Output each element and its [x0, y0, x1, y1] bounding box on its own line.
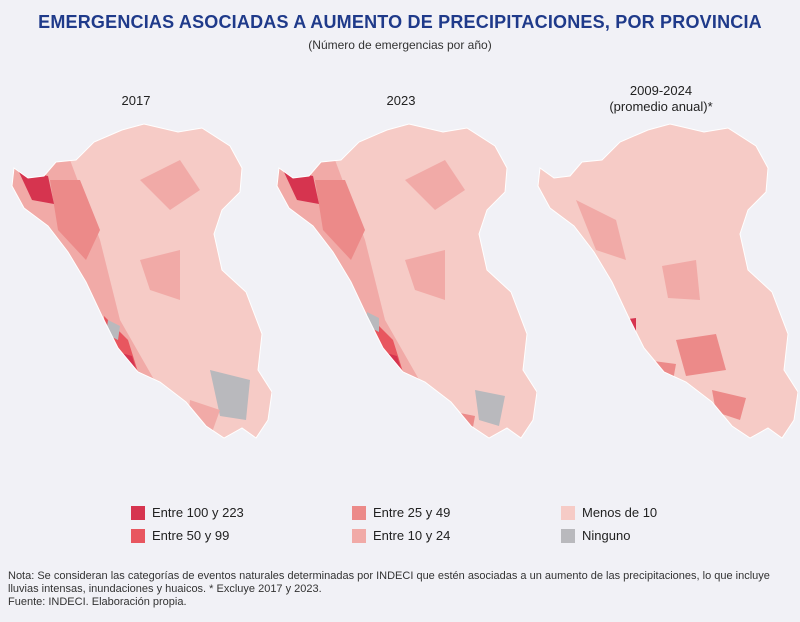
legend-swatch-100-223 — [131, 505, 145, 520]
legend-item-50-99: Entre 50 y 99 — [131, 528, 229, 543]
map-2017-title: 2017 — [121, 93, 151, 108]
source-line: Fuente: INDECI. Elaboración propia. — [8, 596, 187, 608]
region-loreto — [140, 160, 200, 210]
region-puno-none — [475, 390, 505, 426]
region-apurimac — [646, 360, 676, 386]
legend-label-less-10: Menos de 10 — [582, 505, 658, 520]
legend-item-25-49: Entre 25 y 49 — [352, 505, 450, 520]
region-ucayali — [405, 250, 445, 300]
map-average — [537, 123, 798, 439]
region-puno-none — [210, 370, 250, 420]
region-high-center — [620, 318, 636, 334]
legend-item-none: Ninguno — [561, 528, 630, 543]
note-line-1: Nota: Se consideran las categorías de ev… — [8, 570, 770, 582]
region-ucayali — [140, 250, 180, 300]
chart-title: EMERGENCIAS ASOCIADAS A AUMENTO DE PRECI… — [38, 12, 762, 32]
legend-label-none: Ninguno — [582, 528, 631, 543]
region-north-coast — [50, 180, 100, 260]
legend-swatch-none — [561, 528, 575, 543]
legend-item-10-24: Entre 10 y 24 — [352, 528, 450, 543]
legend-item-100-223: Entre 100 y 223 — [131, 505, 244, 520]
note-line-2: lluvias intensas, inundaciones y huaicos… — [8, 583, 322, 595]
legend-item-less-10: Menos de 10 — [561, 505, 657, 520]
footnotes: Nota: Se consideran las categorías de ev… — [8, 570, 793, 609]
map-average-title: 2009-2024 — [629, 83, 693, 98]
region-north-highlands — [576, 200, 626, 260]
map-label-2017: 2017 — [36, 93, 236, 109]
region-loreto — [405, 160, 465, 210]
legend-swatch-less-10 — [561, 505, 575, 520]
legend-label-100-223: Entre 100 y 223 — [152, 505, 244, 520]
region-north-coast — [315, 180, 365, 260]
map-average-subtitle: (promedio anual)* — [609, 99, 713, 114]
map-label-average: 2009-2024 (promedio anual)* — [561, 83, 761, 115]
legend-swatch-10-24 — [352, 528, 366, 543]
map-2023 — [276, 123, 537, 439]
legend-swatch-25-49 — [352, 505, 366, 520]
chart-subtitle: (Número de emergencias por año) — [308, 38, 492, 52]
legend-label-10-24: Entre 10 y 24 — [373, 528, 451, 543]
map-2023-title: 2023 — [386, 93, 416, 108]
region-cusco — [676, 334, 726, 376]
legend-label-50-99: Entre 50 y 99 — [152, 528, 230, 543]
region-ucayali — [662, 260, 700, 300]
region-piura — [283, 170, 319, 204]
map-2017 — [11, 123, 272, 439]
map-label-2023: 2023 — [301, 93, 501, 109]
region-piura — [18, 170, 54, 204]
region-tacna — [188, 400, 220, 438]
legend-label-25-49: Entre 25 y 49 — [373, 505, 451, 520]
legend-swatch-50-99 — [131, 528, 145, 543]
